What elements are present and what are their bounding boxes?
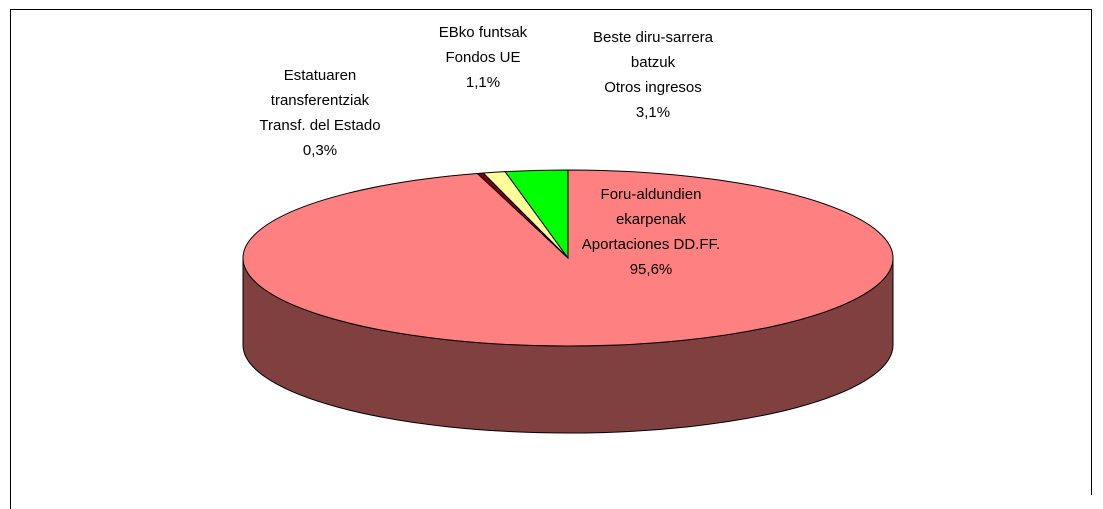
slice-label: EBko funtsak [439,24,528,41]
value-label: 1,1% [466,74,500,91]
slice-label: Transf. del Estado [259,117,380,134]
slice-label: Estatuaren [284,67,357,84]
slice-label: ekarpenak [616,211,687,228]
value-label: 0,3% [303,142,337,159]
slice-label: Aportaciones DD.FF. [582,236,720,253]
value-label: 95,6% [630,261,673,278]
slice-label: Beste diru-sarrera [593,29,714,46]
pie-slice [504,169,569,260]
slice-label: transferentziak [271,92,370,109]
slice-label: batzuk [631,54,676,71]
chart-frame [10,9,1092,509]
slice-label: Foru-aldundien [601,186,702,203]
slice-label: Otros ingresos [604,79,702,96]
value-label: 3,1% [636,104,670,121]
slice-label: Fondos UE [445,49,520,66]
